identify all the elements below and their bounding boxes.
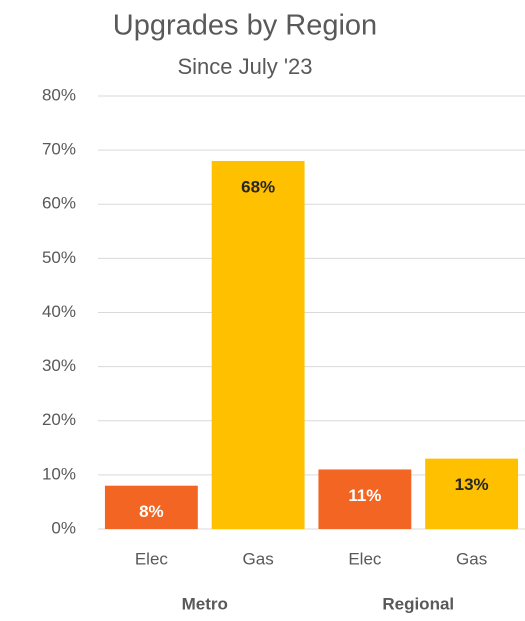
x-tick-label: Elec (348, 549, 382, 568)
bar (104, 485, 198, 529)
x-tick-label: Gas (456, 549, 487, 568)
y-tick-label: 20% (42, 410, 76, 429)
x-tick-label: Gas (243, 549, 274, 568)
bar (211, 160, 305, 529)
group-label: Regional (382, 594, 454, 613)
y-tick-label: 10% (42, 464, 76, 483)
group-label: Metro (182, 594, 228, 613)
y-tick-label: 70% (42, 140, 76, 159)
y-tick-label: 60% (42, 194, 76, 213)
data-label: 8% (139, 502, 164, 521)
bar (318, 469, 412, 529)
y-tick-label: 40% (42, 302, 76, 321)
data-label: 68% (241, 177, 275, 196)
y-tick-label: 80% (42, 85, 76, 104)
y-tick-label: 0% (51, 518, 76, 537)
bar (425, 458, 519, 529)
x-tick-label: Elec (135, 549, 169, 568)
y-tick-label: 50% (42, 248, 76, 267)
data-label: 13% (455, 475, 489, 494)
chart-subtitle: Since July '23 (177, 54, 312, 79)
y-tick-label: 30% (42, 356, 76, 375)
chart-title: Upgrades by Region (113, 10, 377, 42)
data-label: 11% (348, 486, 381, 505)
